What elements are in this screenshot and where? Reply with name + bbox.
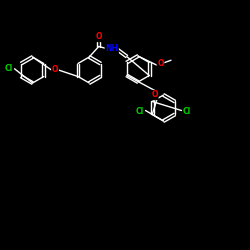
Text: NH: NH (105, 44, 118, 54)
Text: Cl: Cl (136, 107, 144, 116)
Text: Cl: Cl (183, 107, 191, 116)
Text: O: O (157, 60, 164, 68)
Text: O: O (52, 66, 58, 74)
Text: Cl: Cl (5, 64, 13, 73)
Text: O: O (96, 32, 102, 42)
Text: O: O (152, 90, 158, 100)
